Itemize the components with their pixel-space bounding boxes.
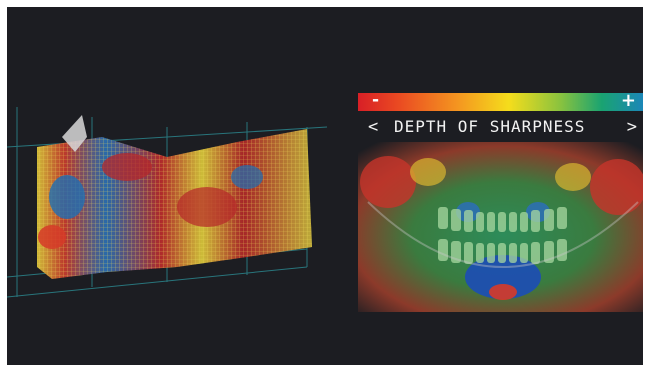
scale-min-label: - <box>372 90 380 110</box>
scale-max-label: + <box>620 90 636 111</box>
viewer-frame: - + < DEPTH OF SHARPNESS > <box>7 7 643 365</box>
panoramic-xray-view[interactable] <box>358 142 643 312</box>
previous-depth-button[interactable]: < <box>368 117 380 137</box>
next-depth-button[interactable]: > <box>626 117 638 137</box>
panoramic-dental-xray-icon <box>358 142 643 312</box>
3d-sharpness-mesh-icon <box>7 107 328 298</box>
depth-title: DEPTH OF SHARPNESS <box>394 117 586 136</box>
sharpness-3d-mesh-view[interactable] <box>7 107 337 307</box>
depth-selector: < DEPTH OF SHARPNESS > <box>362 115 642 139</box>
sharpness-color-scale: - + <box>358 90 643 111</box>
